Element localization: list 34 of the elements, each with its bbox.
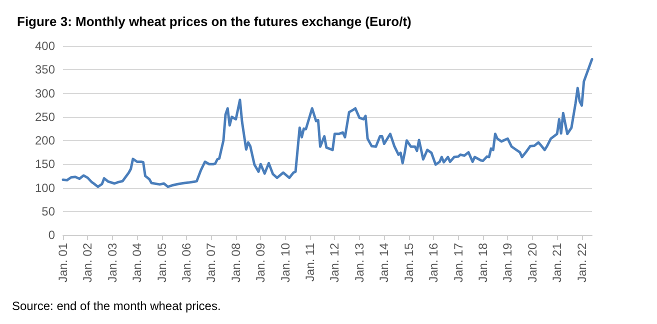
x-tick-label: Jan. 21 bbox=[550, 242, 564, 282]
x-tick-label: Jan. 22 bbox=[574, 242, 589, 282]
x-tick-label: Jan. 17 bbox=[451, 242, 466, 282]
x-tick-label: Jan. 19 bbox=[500, 242, 515, 282]
y-tick-label: 300 bbox=[34, 86, 56, 100]
x-tick-label: Jan. 18 bbox=[476, 242, 490, 282]
y-tick-label: 0 bbox=[48, 228, 56, 242]
x-tick-label: Jan. 04 bbox=[130, 242, 144, 282]
y-tick-label: 150 bbox=[34, 157, 56, 172]
source-note: Source: end of the month wheat prices. bbox=[12, 299, 221, 313]
y-tick-label: 400 bbox=[34, 39, 56, 53]
x-tick-label: Jan. 02 bbox=[80, 242, 95, 282]
x-tick-label: Jan. 05 bbox=[154, 242, 169, 282]
x-tick-label: Jan. 14 bbox=[377, 242, 392, 282]
x-tick-label: Jan. 09 bbox=[254, 242, 268, 282]
line-series bbox=[62, 58, 594, 188]
x-tick-label: Jan. 01 bbox=[56, 242, 70, 282]
x-tick-label: Jan. 03 bbox=[105, 242, 120, 282]
x-tick-label: Jan. 08 bbox=[228, 242, 243, 282]
x-tick-label: Jan. 12 bbox=[328, 242, 342, 282]
x-tick-label: Jan. 20 bbox=[525, 242, 540, 282]
x-tick-label: Jan. 16 bbox=[426, 242, 441, 282]
x-tick-label: Jan. 13 bbox=[352, 242, 366, 282]
x-tick-label: Jan. 15 bbox=[402, 242, 416, 282]
x-tick-label: Jan. 11 bbox=[303, 242, 318, 282]
x-tick-label: Jan. 07 bbox=[204, 242, 218, 282]
y-tick-label: 350 bbox=[34, 62, 56, 77]
x-tick-label: Jan. 10 bbox=[278, 242, 292, 282]
y-tick-label: 100 bbox=[34, 180, 56, 195]
y-tick-label: 200 bbox=[34, 134, 56, 148]
y-tick-label: 250 bbox=[34, 110, 56, 124]
chart-title: Figure 3: Monthly wheat prices on the futures exchange (Euro/t) bbox=[17, 14, 412, 29]
y-tick-label: 50 bbox=[42, 204, 56, 218]
x-tick-label: Jan. 06 bbox=[180, 242, 194, 282]
